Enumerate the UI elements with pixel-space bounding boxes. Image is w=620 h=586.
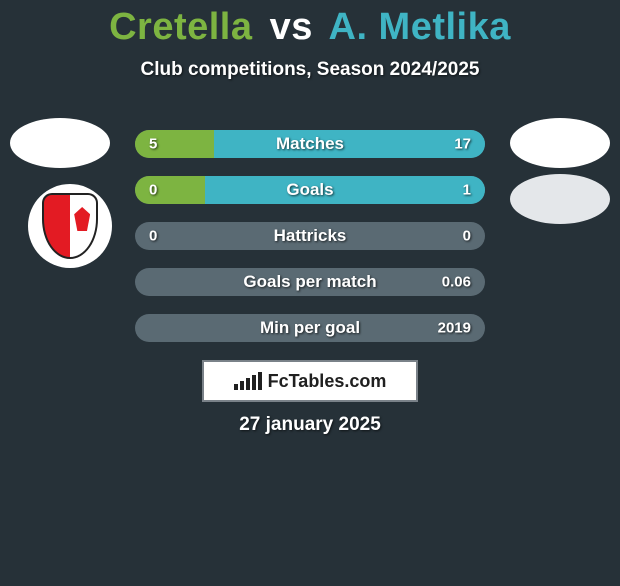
stat-value-right: 0 <box>463 228 471 245</box>
shield-icon <box>42 193 98 259</box>
stat-row: Matches 5 17 <box>135 130 485 158</box>
bar-segment-right <box>205 176 485 204</box>
club-crest <box>28 184 112 268</box>
stat-value-right: 17 <box>454 136 471 153</box>
subtitle: Club competitions, Season 2024/2025 <box>0 59 620 81</box>
stat-row: Hattricks 0 0 <box>135 222 485 250</box>
stat-label: Goals per match <box>243 272 376 292</box>
team-logo-placeholder-right-2 <box>510 174 610 224</box>
stat-value-right: 1 <box>463 182 471 199</box>
stat-row: Min per goal 2019 <box>135 314 485 342</box>
stat-label: Min per goal <box>260 318 360 338</box>
team-logo-placeholder-right-1 <box>510 118 610 168</box>
brand-text: FcTables.com <box>268 371 387 392</box>
stat-row: Goals 0 1 <box>135 176 485 204</box>
bars-icon-bar <box>240 381 244 390</box>
stat-value-right: 0.06 <box>442 274 471 291</box>
stat-label: Matches <box>276 134 344 154</box>
stat-value-right: 2019 <box>438 320 471 337</box>
bars-icon-bar <box>234 384 238 390</box>
vs-label: vs <box>270 6 313 48</box>
stat-value-left: 0 <box>149 228 157 245</box>
stat-row: Goals per match 0.06 <box>135 268 485 296</box>
snapshot-date: 27 january 2025 <box>239 414 381 436</box>
bars-icon <box>234 372 262 390</box>
team-logo-placeholder-left <box>10 118 110 168</box>
bar-segment-left <box>135 176 205 204</box>
stat-value-left: 5 <box>149 136 157 153</box>
player1-name: Cretella <box>109 6 252 48</box>
stat-value-left: 0 <box>149 182 157 199</box>
stat-bars: Matches 5 17 Goals 0 1 Hattricks 0 0 Goals per ma… <box>135 130 485 360</box>
bars-icon-bar <box>258 372 262 390</box>
bar-segment-left <box>135 130 214 158</box>
bar-segment-right <box>214 130 485 158</box>
brand-watermark: FcTables.com <box>202 360 418 402</box>
stat-label: Hattricks <box>274 226 347 246</box>
bars-icon-bar <box>246 378 250 390</box>
player2-name: A. Metlika <box>329 6 511 48</box>
comparison-title: Cretella vs A. Metlika <box>0 6 620 49</box>
bars-icon-bar <box>252 375 256 390</box>
stat-label: Goals <box>286 180 333 200</box>
